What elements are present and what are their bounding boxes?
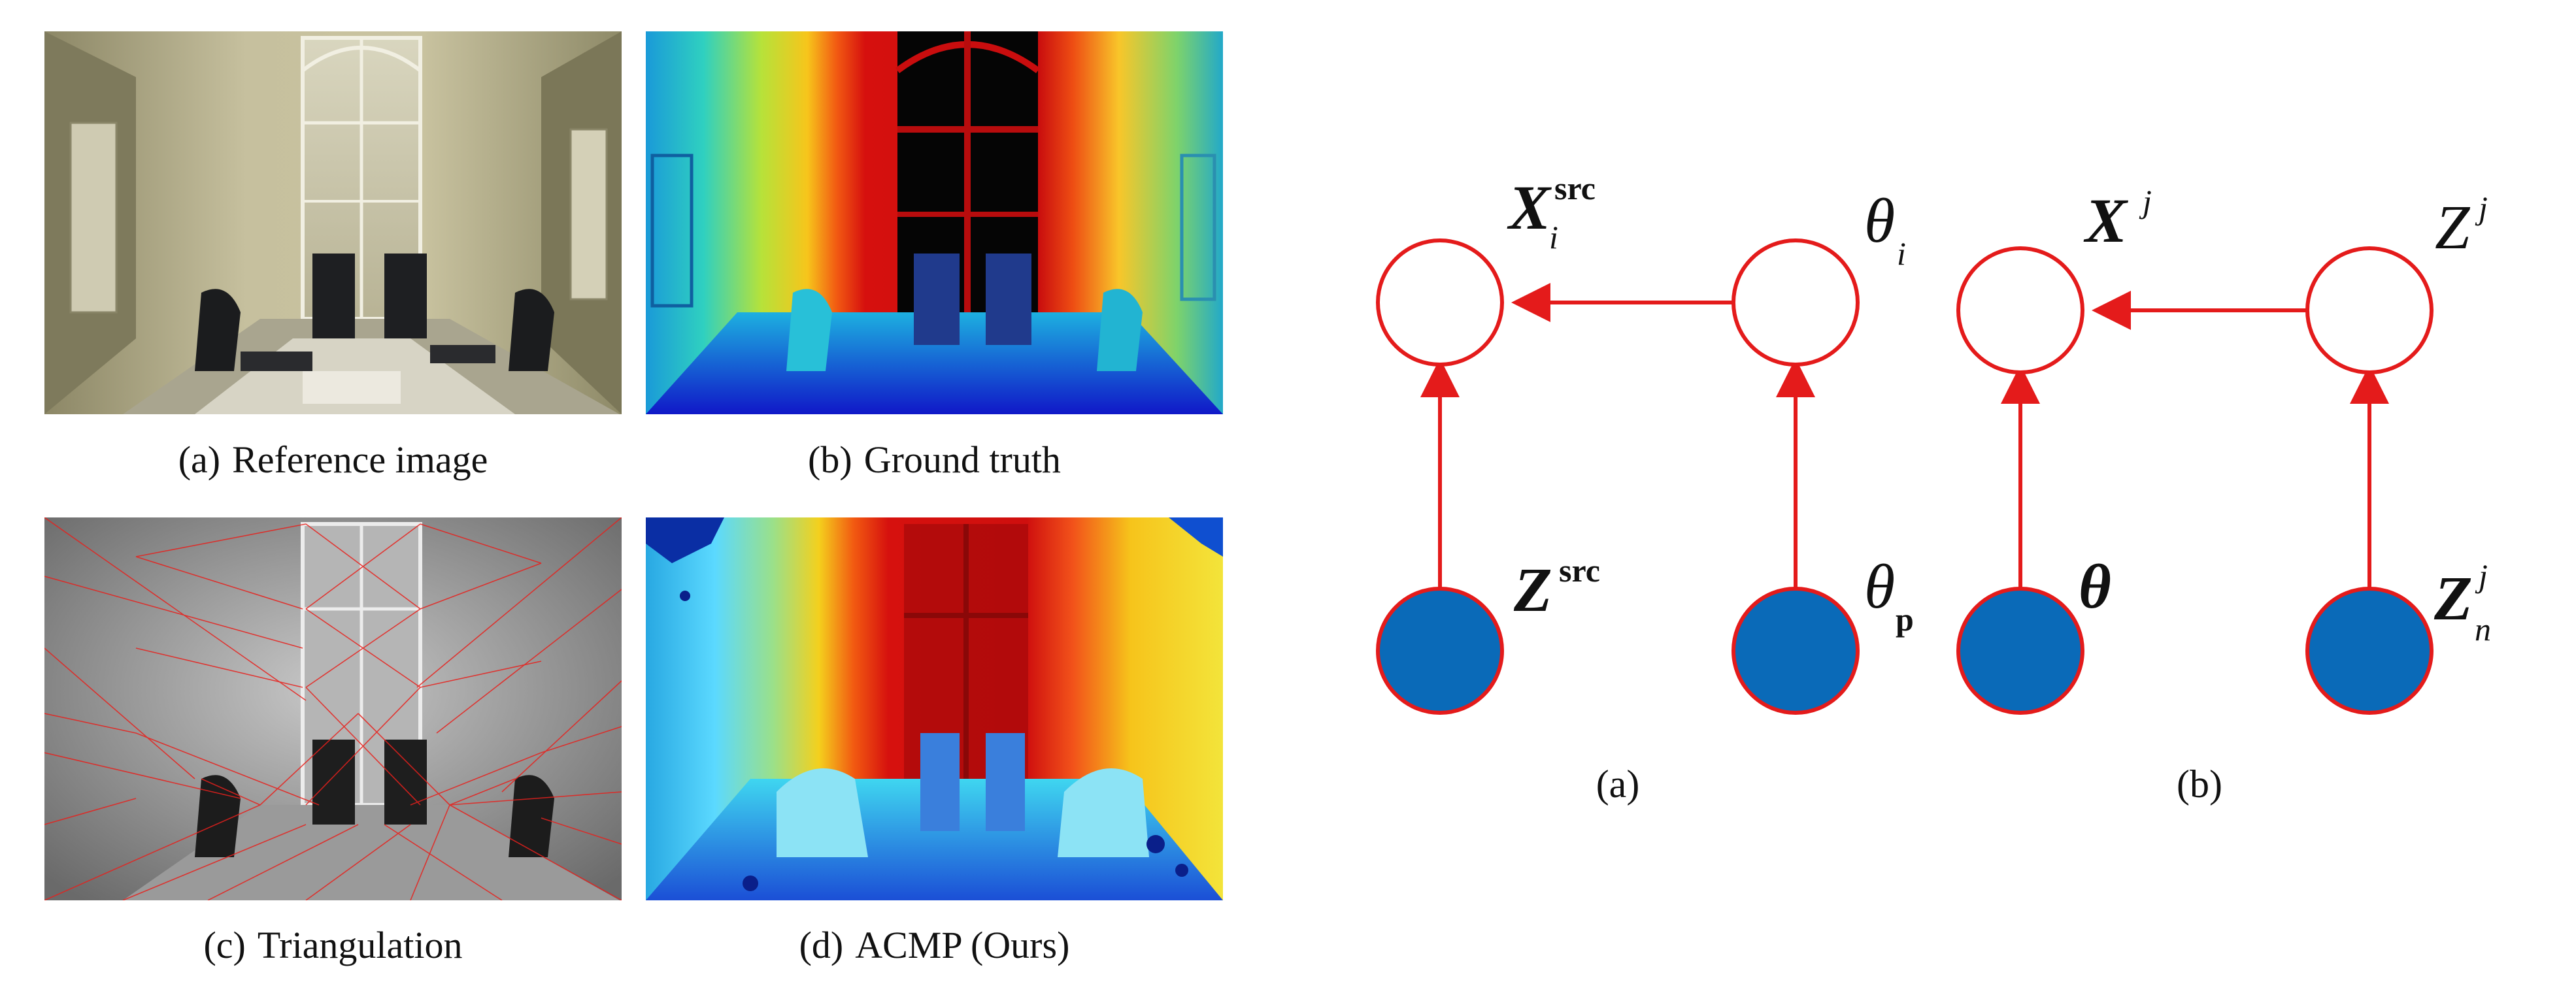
label-z-j: Z xyxy=(2435,192,2471,262)
caption-text: Ground truth xyxy=(863,438,1061,481)
label-theta-p: θ xyxy=(1864,551,1895,621)
caption-reference-image: (a) Reference image xyxy=(44,441,622,479)
label-z-n-j-sub: n xyxy=(2475,611,2491,647)
label-theta-i: θ xyxy=(1864,186,1895,255)
caption-text: ACMP (Ours) xyxy=(855,924,1070,966)
label-x-j-sup: j xyxy=(2139,183,2152,220)
caption-triangulation: (c) Triangulation xyxy=(44,926,622,964)
node-z-src xyxy=(1376,587,1504,715)
caption-tag: (c) xyxy=(203,924,246,966)
node-x-src xyxy=(1376,238,1504,367)
node-theta-i xyxy=(1731,238,1860,367)
caption-tag: (d) xyxy=(799,924,844,966)
node-z-j xyxy=(2305,246,2434,374)
subfigure-b: X j Z j θ Z j n (b) xyxy=(1956,183,2491,806)
label-z-j-sup: j xyxy=(2475,189,2488,226)
caption-tag: (a) xyxy=(178,438,221,481)
label-z-n-j-sup: j xyxy=(2475,557,2488,594)
reference-image xyxy=(44,31,622,414)
subfigure-a: X src i θ i Z src θ p (a) xyxy=(1376,170,1914,806)
caption-text: Reference image xyxy=(232,438,488,481)
label-z-n-j: Z xyxy=(2434,563,2473,633)
label-theta: θ xyxy=(2079,551,2111,621)
label-theta-p-sub: p xyxy=(1896,601,1914,638)
caption-ground-truth: (b) Ground truth xyxy=(646,441,1223,479)
node-theta xyxy=(1956,587,2084,715)
label-z-src: Z xyxy=(1513,555,1552,625)
node-x-j xyxy=(1956,246,2084,374)
graphical-model-figure: X src i θ i Z src θ p (a) X j Z j θ xyxy=(1333,150,2575,843)
caption-acmp: (d) ACMP (Ours) xyxy=(646,926,1223,964)
label-z-src-sup: src xyxy=(1559,552,1600,589)
subfigure-a-caption: (a) xyxy=(1596,762,1640,806)
ground-truth-depth-map xyxy=(646,31,1223,414)
label-x-src: X xyxy=(1507,172,1552,242)
node-z-n-j xyxy=(2305,587,2434,715)
label-x-src-sup: src xyxy=(1554,170,1596,206)
node-theta-p xyxy=(1731,587,1860,715)
caption-text: Triangulation xyxy=(257,924,463,966)
acmp-depth-estimate xyxy=(646,517,1223,900)
triangulation-image xyxy=(44,517,622,900)
caption-tag: (b) xyxy=(808,438,852,481)
label-x-src-sub: i xyxy=(1549,219,1558,255)
subfigure-b-caption: (b) xyxy=(2177,762,2222,806)
label-x-j: X xyxy=(2083,186,2128,255)
label-theta-i-sub: i xyxy=(1897,235,1906,272)
